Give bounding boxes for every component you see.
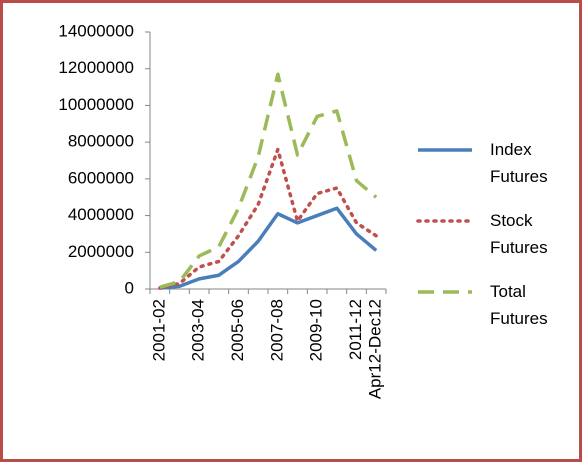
- x-tick-label: 2001-02: [149, 299, 168, 361]
- y-tick-label: 12000000: [58, 58, 134, 77]
- series-line: [159, 206, 378, 290]
- series-line: [159, 72, 378, 289]
- y-tick-label: 6000000: [68, 168, 134, 187]
- legend-label: Stock Futures: [490, 211, 548, 257]
- x-tick-label: 2011-12: [346, 299, 365, 360]
- y-tick-label: 14000000: [58, 21, 134, 40]
- y-tick-label: 0: [125, 278, 134, 297]
- x-tick-label: 2005-06: [228, 299, 247, 361]
- y-tick-label: 4000000: [68, 205, 134, 224]
- series-line: [158, 147, 378, 290]
- y-tick-label: 2000000: [68, 242, 134, 261]
- x-tick-label: 2009-10: [307, 299, 326, 361]
- y-tick-label: 10000000: [58, 95, 134, 114]
- x-tick-label: 2007-08: [267, 299, 286, 361]
- y-tick-label: 8000000: [68, 132, 134, 151]
- legend-label: Total Futures: [490, 282, 548, 328]
- legend-label: Index Futures: [490, 140, 548, 186]
- x-tick-label: 2003-04: [189, 299, 208, 361]
- x-tick-label: Apr12-Dec12: [366, 299, 385, 399]
